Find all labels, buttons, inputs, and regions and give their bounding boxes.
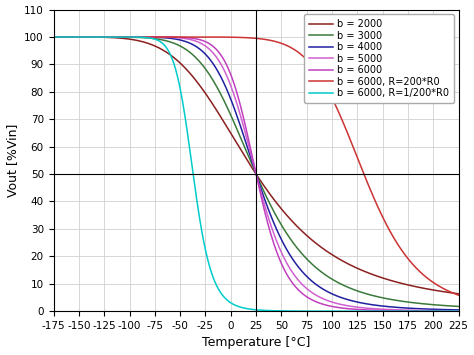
Line: b = 6000, R=200*R0: b = 6000, R=200*R0 [54,37,458,295]
Y-axis label: Vout [%Vin]: Vout [%Vin] [6,124,18,197]
b = 5000 [448,308,454,313]
b = 2000 [456,292,461,296]
b = 6000, R=1/200*R0 [51,35,57,39]
b = 5000 [224,73,229,77]
b = 4000 [224,87,229,91]
Line: b = 6000: b = 6000 [54,37,458,311]
Line: b = 4000: b = 4000 [54,37,458,310]
b = 6000, R=1/200*R0 [224,297,229,302]
b = 6000, R=1/200*R0 [448,309,454,313]
Legend: b = 2000, b = 3000, b = 4000, b = 5000, b = 6000, b = 6000, R=200*R0, b = 6000, : b = 2000, b = 3000, b = 4000, b = 5000, … [304,15,454,103]
b = 6000, R=200*R0 [448,290,454,294]
b = 4000 [456,308,461,312]
b = 6000 [206,41,212,45]
b = 2000 [224,124,229,128]
b = 4000 [97,35,102,39]
b = 6000, R=1/200*R0 [121,35,127,39]
b = 5000 [121,35,127,39]
b = 5000 [456,309,461,313]
b = 5000 [404,308,410,312]
b = 4000 [448,308,454,312]
b = 6000, R=1/200*R0 [206,262,212,267]
X-axis label: Temperature [°C]: Temperature [°C] [202,337,310,349]
b = 6000 [53,35,58,39]
b = 6000, R=200*R0 [51,35,57,39]
b = 2000 [51,35,56,39]
b = 6000 [404,309,410,313]
b = 4000 [121,35,127,39]
b = 3000 [51,35,56,39]
b = 2000 [448,291,454,295]
b = 6000, R=200*R0 [224,35,229,39]
b = 3000 [121,35,127,39]
b = 3000 [206,72,212,76]
b = 6000, R=200*R0 [404,255,410,260]
Line: b = 6000, R=1/200*R0: b = 6000, R=1/200*R0 [54,37,458,311]
b = 3000 [448,304,454,308]
b = 3000 [97,35,102,39]
b = 2000 [97,35,102,39]
b = 6000 [51,35,56,39]
b = 6000 [97,35,103,39]
b = 6000 [456,309,461,313]
b = 6000, R=1/200*R0 [97,35,103,39]
Line: b = 2000: b = 2000 [54,37,458,294]
b = 5000 [97,35,102,39]
b = 2000 [206,96,212,100]
b = 6000, R=200*R0 [456,293,461,297]
b = 6000, R=1/200*R0 [456,309,461,313]
b = 6000, R=1/200*R0 [404,309,410,313]
b = 5000 [51,35,56,39]
b = 4000 [51,35,56,39]
b = 6000 [448,309,454,313]
b = 2000 [121,36,127,40]
Line: b = 3000: b = 3000 [54,37,458,306]
b = 5000 [206,47,212,51]
b = 3000 [456,304,461,308]
b = 6000, R=200*R0 [121,35,127,39]
b = 6000 [224,63,229,67]
b = 3000 [224,104,229,108]
b = 6000, R=200*R0 [51,35,56,39]
b = 6000 [121,35,127,39]
b = 2000 [404,283,410,287]
b = 3000 [404,300,410,304]
b = 6000, R=200*R0 [97,35,103,39]
b = 6000, R=1/200*R0 [51,35,56,39]
b = 4000 [404,306,410,310]
Line: b = 5000: b = 5000 [54,37,458,311]
b = 6000, R=200*R0 [206,35,212,39]
b = 4000 [206,56,212,60]
